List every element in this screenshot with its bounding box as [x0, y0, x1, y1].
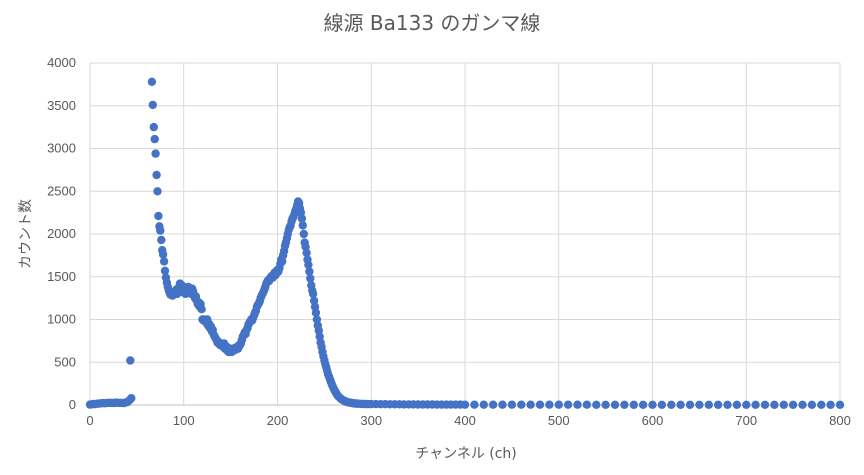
data-point — [667, 400, 676, 409]
data-point — [149, 122, 158, 132]
x-tick-labels: 0 100 200 300 400 500 600 700 800 — [86, 413, 850, 428]
data-point — [150, 134, 159, 144]
x-tick-label: 200 — [267, 413, 289, 428]
x-tick-label: 800 — [829, 413, 851, 428]
data-points — [85, 77, 845, 409]
x-tick-label: 600 — [642, 413, 664, 428]
y-tick-label: 3500 — [47, 98, 76, 113]
data-point — [704, 400, 713, 409]
y-tick-label: 2000 — [47, 226, 76, 241]
data-point — [517, 400, 526, 409]
data-point — [554, 400, 563, 409]
data-point — [298, 221, 307, 230]
data-point — [197, 305, 206, 314]
data-point — [460, 400, 470, 409]
y-tick-labels: 0 500 1000 1500 2000 2500 3000 3500 4000 — [47, 55, 76, 412]
data-point — [629, 400, 638, 409]
data-point — [154, 211, 163, 221]
data-point — [304, 260, 313, 269]
data-point — [302, 248, 311, 257]
data-point — [760, 400, 770, 409]
data-point — [638, 400, 648, 409]
data-point — [751, 400, 760, 409]
data-point — [148, 100, 157, 110]
data-point — [798, 400, 807, 409]
data-point — [732, 400, 742, 409]
data-point — [126, 356, 135, 365]
data-point — [835, 400, 845, 409]
data-point — [545, 400, 554, 409]
x-tick-label: 400 — [454, 413, 476, 428]
data-point — [817, 400, 826, 409]
data-point — [770, 400, 779, 409]
data-point — [592, 400, 601, 409]
data-point — [151, 149, 160, 158]
data-point — [648, 400, 657, 409]
data-point — [601, 400, 610, 409]
data-point — [158, 250, 168, 259]
data-point — [563, 400, 573, 409]
data-point — [308, 289, 318, 299]
data-point — [498, 400, 507, 409]
data-point — [311, 308, 321, 317]
data-point — [157, 235, 166, 245]
data-point — [723, 400, 732, 409]
data-point — [127, 394, 136, 403]
y-tick-label: 1500 — [47, 269, 76, 284]
data-point — [620, 400, 629, 409]
x-tick-label: 0 — [86, 413, 93, 428]
y-tick-label: 0 — [69, 397, 76, 412]
data-point — [526, 400, 535, 409]
data-point — [488, 400, 498, 409]
data-point — [657, 400, 667, 409]
data-point — [160, 266, 170, 275]
x-tick-label: 300 — [360, 413, 382, 428]
y-tick-label: 1000 — [47, 312, 76, 327]
data-point — [152, 170, 161, 180]
x-tick-label: 700 — [735, 413, 757, 428]
y-tick-label: 4000 — [47, 55, 76, 70]
data-point — [807, 400, 817, 409]
data-point — [713, 400, 723, 409]
data-point — [788, 400, 798, 409]
data-point — [582, 400, 592, 409]
data-point — [305, 267, 314, 276]
data-point — [153, 187, 162, 196]
data-point — [306, 274, 315, 283]
data-point — [685, 400, 695, 409]
data-point — [676, 400, 685, 409]
data-point — [147, 77, 157, 87]
x-axis-label: チャンネル (ch) — [415, 446, 517, 462]
y-tick-label: 2500 — [47, 183, 76, 198]
data-point — [159, 257, 169, 266]
data-point — [156, 226, 165, 235]
y-tick-label: 3000 — [47, 141, 76, 156]
data-point — [610, 400, 620, 409]
data-point — [297, 214, 307, 223]
data-point — [535, 400, 545, 409]
data-point — [695, 400, 704, 409]
data-point — [470, 400, 479, 409]
x-tick-label: 500 — [548, 413, 570, 428]
data-point — [573, 400, 582, 409]
chart-title: 線源 Ba133 のガンマ線 — [324, 11, 541, 35]
data-point — [742, 400, 751, 409]
y-axis-label: カウント数 — [18, 199, 34, 269]
data-point — [826, 400, 835, 409]
x-tick-label: 100 — [173, 413, 195, 428]
y-tick-label: 500 — [54, 354, 76, 369]
data-point — [479, 400, 488, 409]
data-point — [779, 400, 788, 409]
data-point — [507, 400, 517, 409]
data-point — [299, 229, 308, 239]
